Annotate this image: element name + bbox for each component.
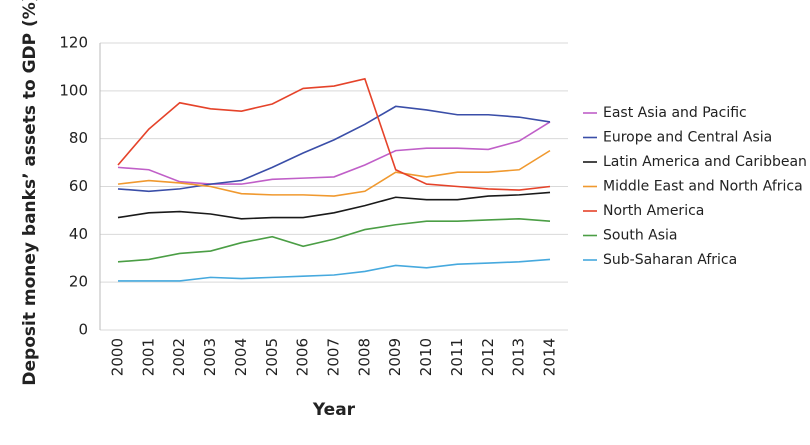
legend-label: East Asia and Pacific — [603, 105, 747, 121]
y-tick-label: 80 — [69, 129, 88, 147]
series-line — [118, 258, 551, 282]
y-tick-label: 60 — [69, 177, 88, 195]
x-tick-label: 2002 — [170, 338, 188, 376]
y-tick-label: 100 — [59, 81, 88, 99]
series-line — [117, 77, 551, 191]
x-tick-label: 2007 — [325, 338, 343, 376]
y-tick-label: 20 — [69, 273, 88, 291]
x-tick-label: 2008 — [355, 338, 373, 376]
series-line — [117, 121, 551, 185]
legend-label: Latin America and Caribbean — [603, 154, 807, 170]
x-tick-label: 2005 — [263, 338, 281, 376]
legend-label: South Asia — [603, 228, 677, 244]
y-axis-title: Deposit money banks’ assets to GDP (%) — [20, 0, 40, 386]
y-tick-label: 40 — [69, 225, 88, 243]
legend-label: Sub-Saharan Africa — [603, 252, 737, 268]
legend-label: North America — [603, 203, 704, 219]
series-line — [117, 191, 551, 220]
series-line — [117, 105, 551, 193]
series-line — [117, 149, 551, 197]
legend-label: Middle East and North Africa — [603, 179, 803, 195]
y-tick-label: 0 — [78, 321, 88, 339]
x-tick-label: 2003 — [201, 338, 219, 376]
x-tick-label: 2014 — [541, 338, 559, 376]
series-line — [117, 217, 551, 263]
x-tick-label: 2010 — [417, 338, 435, 376]
x-tick-label: 2006 — [294, 338, 312, 376]
x-tick-label: 2001 — [139, 338, 157, 376]
x-tick-label: 2009 — [386, 338, 404, 376]
x-axis-title: Year — [312, 400, 356, 420]
legend-label: Europe and Central Asia — [603, 130, 772, 146]
y-tick-label: 120 — [59, 34, 88, 52]
x-tick-label: 2013 — [510, 338, 528, 376]
x-tick-label: 2011 — [448, 338, 466, 376]
x-tick-label: 2012 — [479, 338, 497, 376]
x-tick-label: 2000 — [109, 338, 127, 376]
x-tick-label: 2004 — [232, 338, 250, 376]
